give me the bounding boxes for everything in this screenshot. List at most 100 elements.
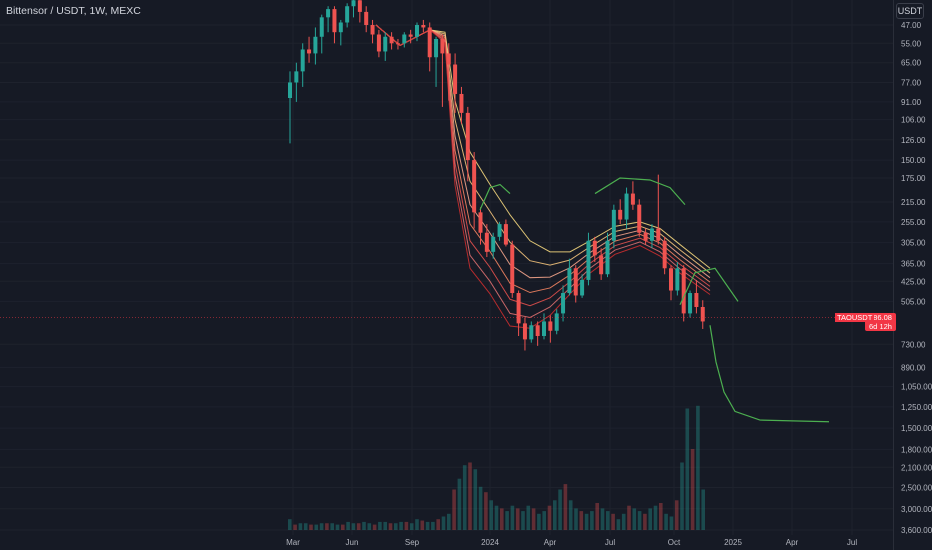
- candle[interactable]: [681, 265, 686, 322]
- candle[interactable]: [434, 36, 439, 87]
- candle[interactable]: [383, 32, 388, 61]
- volume-bar: [627, 505, 631, 530]
- candle[interactable]: [370, 19, 375, 44]
- candle[interactable]: [503, 219, 508, 247]
- candle[interactable]: [700, 300, 705, 329]
- candle-body: [694, 293, 699, 308]
- candle[interactable]: [491, 232, 496, 259]
- candle[interactable]: [440, 34, 445, 107]
- candle[interactable]: [522, 317, 527, 351]
- y-tick-label: 106.00: [901, 116, 926, 125]
- candle[interactable]: [478, 207, 483, 245]
- volume-bar: [356, 523, 361, 530]
- candle[interactable]: [332, 6, 337, 44]
- candle[interactable]: [649, 224, 654, 249]
- candle[interactable]: [294, 62, 299, 102]
- candle[interactable]: [548, 315, 553, 343]
- x-tick-label: Oct: [668, 538, 681, 547]
- volume-bar: [505, 511, 509, 530]
- candle[interactable]: [484, 224, 489, 258]
- candle[interactable]: [630, 181, 635, 210]
- candle[interactable]: [326, 6, 331, 33]
- candle[interactable]: [618, 199, 623, 225]
- candle[interactable]: [300, 43, 305, 87]
- candle[interactable]: [510, 240, 515, 298]
- candle[interactable]: [656, 174, 661, 245]
- volume-bar: [674, 500, 679, 530]
- candle[interactable]: [427, 22, 432, 72]
- candle[interactable]: [453, 53, 458, 113]
- candle[interactable]: [611, 204, 616, 249]
- volume-bar: [346, 521, 350, 530]
- y-tick-label: 1,800.00: [901, 445, 932, 454]
- candle-body: [592, 240, 597, 256]
- candle[interactable]: [599, 248, 604, 280]
- currency-button[interactable]: USDT: [896, 3, 924, 19]
- volume-bar: [526, 505, 531, 530]
- candle[interactable]: [351, 0, 356, 18]
- y-tick-label: 505.00: [901, 297, 926, 306]
- candle[interactable]: [554, 309, 559, 335]
- candle[interactable]: [605, 232, 610, 278]
- candle[interactable]: [535, 321, 540, 346]
- candle[interactable]: [402, 32, 407, 48]
- candle[interactable]: [592, 236, 597, 262]
- volume-bar: [563, 484, 568, 530]
- candle[interactable]: [313, 27, 318, 65]
- candle[interactable]: [662, 236, 667, 275]
- volume-bar: [351, 523, 356, 530]
- candle[interactable]: [567, 258, 572, 296]
- volume-bar: [420, 520, 425, 530]
- candle[interactable]: [307, 36, 312, 63]
- volume-bar: [293, 524, 297, 530]
- candle[interactable]: [688, 290, 693, 318]
- candle[interactable]: [669, 265, 673, 301]
- volume-bar: [621, 513, 626, 530]
- ma-ribbon-line: [375, 24, 711, 307]
- volume-bar: [341, 524, 345, 530]
- candle[interactable]: [694, 279, 699, 314]
- candle[interactable]: [376, 29, 381, 58]
- candle[interactable]: [573, 265, 578, 303]
- candle[interactable]: [643, 228, 648, 245]
- candle[interactable]: [408, 29, 413, 44]
- volume-bar: [409, 523, 414, 530]
- candle-body: [440, 38, 445, 54]
- candle[interactable]: [459, 86, 464, 124]
- candle[interactable]: [624, 187, 629, 229]
- candle[interactable]: [288, 71, 292, 144]
- candle[interactable]: [675, 261, 680, 296]
- y-tick-label: 305.00: [901, 239, 926, 248]
- candle-body: [656, 228, 661, 241]
- candle[interactable]: [319, 14, 324, 54]
- price-axis[interactable]: 47.00 55.00 65.00 77.00 91.00 106.00 126.00 150…: [901, 21, 932, 535]
- candle[interactable]: [465, 106, 470, 182]
- volume-bar: [574, 508, 578, 530]
- time-axis[interactable]: Mar Jun Sep 2024 Apr Jul Oct 2025 Apr Jul: [286, 538, 857, 547]
- chart-title[interactable]: Bittensor / USDT, 1W, MEXC: [6, 5, 141, 17]
- candle[interactable]: [497, 221, 502, 241]
- candle[interactable]: [421, 19, 426, 33]
- candle[interactable]: [529, 321, 534, 343]
- volume-bar: [288, 519, 292, 530]
- candle[interactable]: [561, 285, 566, 322]
- candle[interactable]: [580, 274, 585, 298]
- candle[interactable]: [345, 3, 350, 28]
- candle[interactable]: [586, 232, 591, 286]
- candle[interactable]: [338, 19, 343, 46]
- candle[interactable]: [364, 6, 369, 33]
- candle[interactable]: [415, 22, 419, 42]
- candle[interactable]: [357, 0, 362, 23]
- candle[interactable]: [516, 290, 521, 337]
- candle[interactable]: [472, 152, 477, 229]
- volume-bar: [303, 523, 308, 530]
- candle[interactable]: [389, 32, 394, 50]
- candle[interactable]: [446, 43, 451, 101]
- candle[interactable]: [395, 38, 400, 50]
- candle-body: [351, 0, 356, 7]
- volume-bar: [664, 513, 668, 530]
- candle-body: [345, 6, 350, 23]
- candle[interactable]: [637, 199, 642, 237]
- candle-body: [618, 209, 623, 220]
